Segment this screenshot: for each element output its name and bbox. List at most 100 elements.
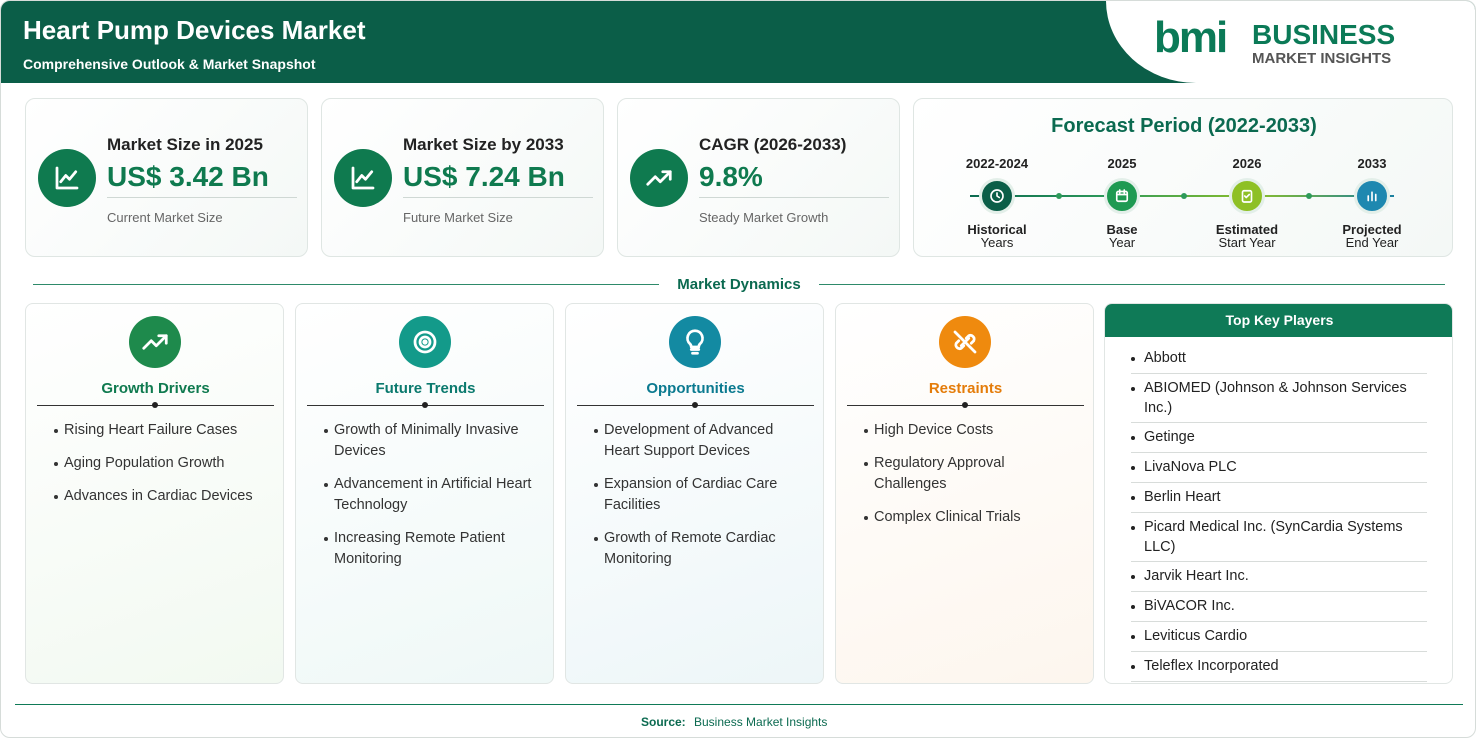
row-line bbox=[1131, 621, 1427, 622]
list-item: Rising Heart Failure Cases bbox=[64, 422, 238, 438]
icon bbox=[1241, 189, 1253, 203]
stat-card: Market Size in 2025 US$ 3.42 Bn Current Ma… bbox=[25, 98, 308, 257]
stat-icon bbox=[630, 149, 688, 207]
bullet bbox=[1131, 436, 1135, 440]
player-name: ABIOMED (Johnson & Johnson Services Inc.… bbox=[1144, 380, 1407, 416]
list-item: Growth of Remote Cardiac Monitoring bbox=[604, 530, 776, 567]
forecast-title: Forecast Period (2022-2033) bbox=[1051, 115, 1317, 137]
list-item: Regulatory Approval Challenges bbox=[874, 455, 1005, 492]
icon bbox=[1115, 189, 1129, 203]
timeline-icon bbox=[1104, 178, 1140, 214]
list-item: Advances in Cardiac Devices bbox=[64, 488, 253, 504]
dynamics-column: Restraints High Device Costs Regulatory Ap… bbox=[835, 303, 1094, 684]
player-name: Jarvik Heart Inc. bbox=[1144, 568, 1249, 584]
column-title: Opportunities bbox=[646, 380, 745, 397]
rule bbox=[819, 284, 1445, 285]
stat-card: Market Size by 2033 US$ 7.24 Bn Future Mar… bbox=[321, 98, 604, 257]
row-line bbox=[1131, 452, 1427, 453]
icon bbox=[413, 330, 437, 354]
source-text: Business Market Insights bbox=[694, 715, 828, 729]
column-title: Growth Drivers bbox=[101, 380, 210, 397]
row-line bbox=[1131, 512, 1427, 513]
bullet bbox=[54, 462, 58, 466]
stat-icon bbox=[38, 149, 96, 207]
icon bbox=[953, 330, 977, 354]
logo-text: BUSINESS bbox=[1252, 19, 1396, 50]
player-name: Leviticus Cardio bbox=[1144, 628, 1248, 644]
player-name: LivaNova PLC bbox=[1144, 459, 1237, 475]
icon bbox=[646, 170, 672, 186]
player-name: Abbott bbox=[1144, 350, 1186, 366]
bullet bbox=[1131, 526, 1135, 530]
header: Heart Pump Devices Market Comprehensive … bbox=[1, 1, 1475, 83]
timeline-dot bbox=[1181, 193, 1187, 199]
period: 2033 bbox=[1357, 156, 1387, 171]
icon bbox=[1367, 191, 1377, 202]
column-title: Future Trends bbox=[375, 380, 476, 397]
forecast-card: Forecast Period (2022-2033) 2022-2024 Hist… bbox=[913, 98, 1453, 257]
dynamics-column: Growth Drivers Rising Heart Failure Cases… bbox=[25, 303, 284, 684]
period: 2026 bbox=[1232, 156, 1262, 171]
list-item: Aging Population Growth bbox=[64, 455, 225, 471]
rule bbox=[15, 704, 1463, 705]
logo-mark: bmi bbox=[1154, 13, 1228, 62]
stat-note: Steady Market Growth bbox=[699, 210, 829, 225]
subtitle: Comprehensive Outlook & Market Snapshot bbox=[23, 56, 316, 72]
rule bbox=[33, 284, 659, 285]
stat-value: 9.8% bbox=[699, 161, 763, 192]
source-label: Source: bbox=[641, 715, 686, 729]
divider-dot bbox=[962, 402, 968, 408]
bullet bbox=[1131, 496, 1135, 500]
divider bbox=[107, 197, 297, 198]
row-line bbox=[1131, 373, 1427, 374]
stat-value: US$ 7.24 Bn bbox=[403, 161, 565, 192]
period-label: Year bbox=[1108, 235, 1136, 250]
stat-label: Market Size in 2025 bbox=[107, 135, 263, 154]
period-label: Estimated bbox=[1215, 222, 1279, 237]
players-header: Top Key Players bbox=[1105, 304, 1452, 337]
row-line bbox=[1131, 422, 1427, 423]
timeline-icon bbox=[1229, 178, 1265, 214]
list-item: Increasing Remote Patient Monitoring bbox=[334, 530, 505, 567]
stat-value: US$ 3.42 Bn bbox=[107, 161, 269, 192]
bullet bbox=[864, 516, 868, 520]
icon bbox=[351, 166, 375, 190]
section-title: Market Dynamics bbox=[677, 276, 801, 293]
list-item: Growth of Minimally Invasive Devices bbox=[334, 422, 519, 459]
player-name: Teleflex Incorporated bbox=[1144, 658, 1279, 674]
column-icon bbox=[399, 316, 451, 368]
list-item: Complex Clinical Trials bbox=[874, 509, 1021, 525]
row-line bbox=[1131, 651, 1427, 652]
period: 2022-2024 bbox=[965, 156, 1029, 171]
period-label: Historical bbox=[967, 222, 1027, 237]
stat-note: Current Market Size bbox=[107, 210, 223, 225]
players-card: Top Key Players Abbott ABIOMED (Johnson & … bbox=[1104, 303, 1453, 684]
stat-note: Future Market Size bbox=[403, 210, 513, 225]
divider-dot bbox=[422, 402, 428, 408]
period-label: Base bbox=[1106, 222, 1138, 237]
list-item: High Device Costs bbox=[874, 422, 994, 438]
period-label: End Year bbox=[1345, 235, 1399, 250]
bullet bbox=[1131, 387, 1135, 391]
title: Heart Pump Devices Market bbox=[23, 15, 366, 45]
bullet bbox=[1131, 635, 1135, 639]
divider-dot bbox=[152, 402, 158, 408]
stat-label: Market Size by 2033 bbox=[403, 135, 564, 154]
row-line bbox=[1131, 561, 1427, 562]
bullet bbox=[1131, 665, 1135, 669]
bullet bbox=[1131, 466, 1135, 470]
column-icon bbox=[939, 316, 991, 368]
timeline-dot bbox=[1306, 193, 1312, 199]
bullet bbox=[864, 429, 868, 433]
divider-dot bbox=[692, 402, 698, 408]
bullet bbox=[54, 429, 58, 433]
bullet bbox=[324, 537, 328, 541]
timeline-dot bbox=[1056, 193, 1062, 199]
player-name: Getinge bbox=[1144, 429, 1195, 445]
timeline-icon bbox=[1354, 178, 1390, 214]
dynamics-column: Opportunities Development of Advanced Hea… bbox=[565, 303, 824, 684]
bullet bbox=[1131, 575, 1135, 579]
bullet bbox=[324, 483, 328, 487]
bullet bbox=[1131, 605, 1135, 609]
